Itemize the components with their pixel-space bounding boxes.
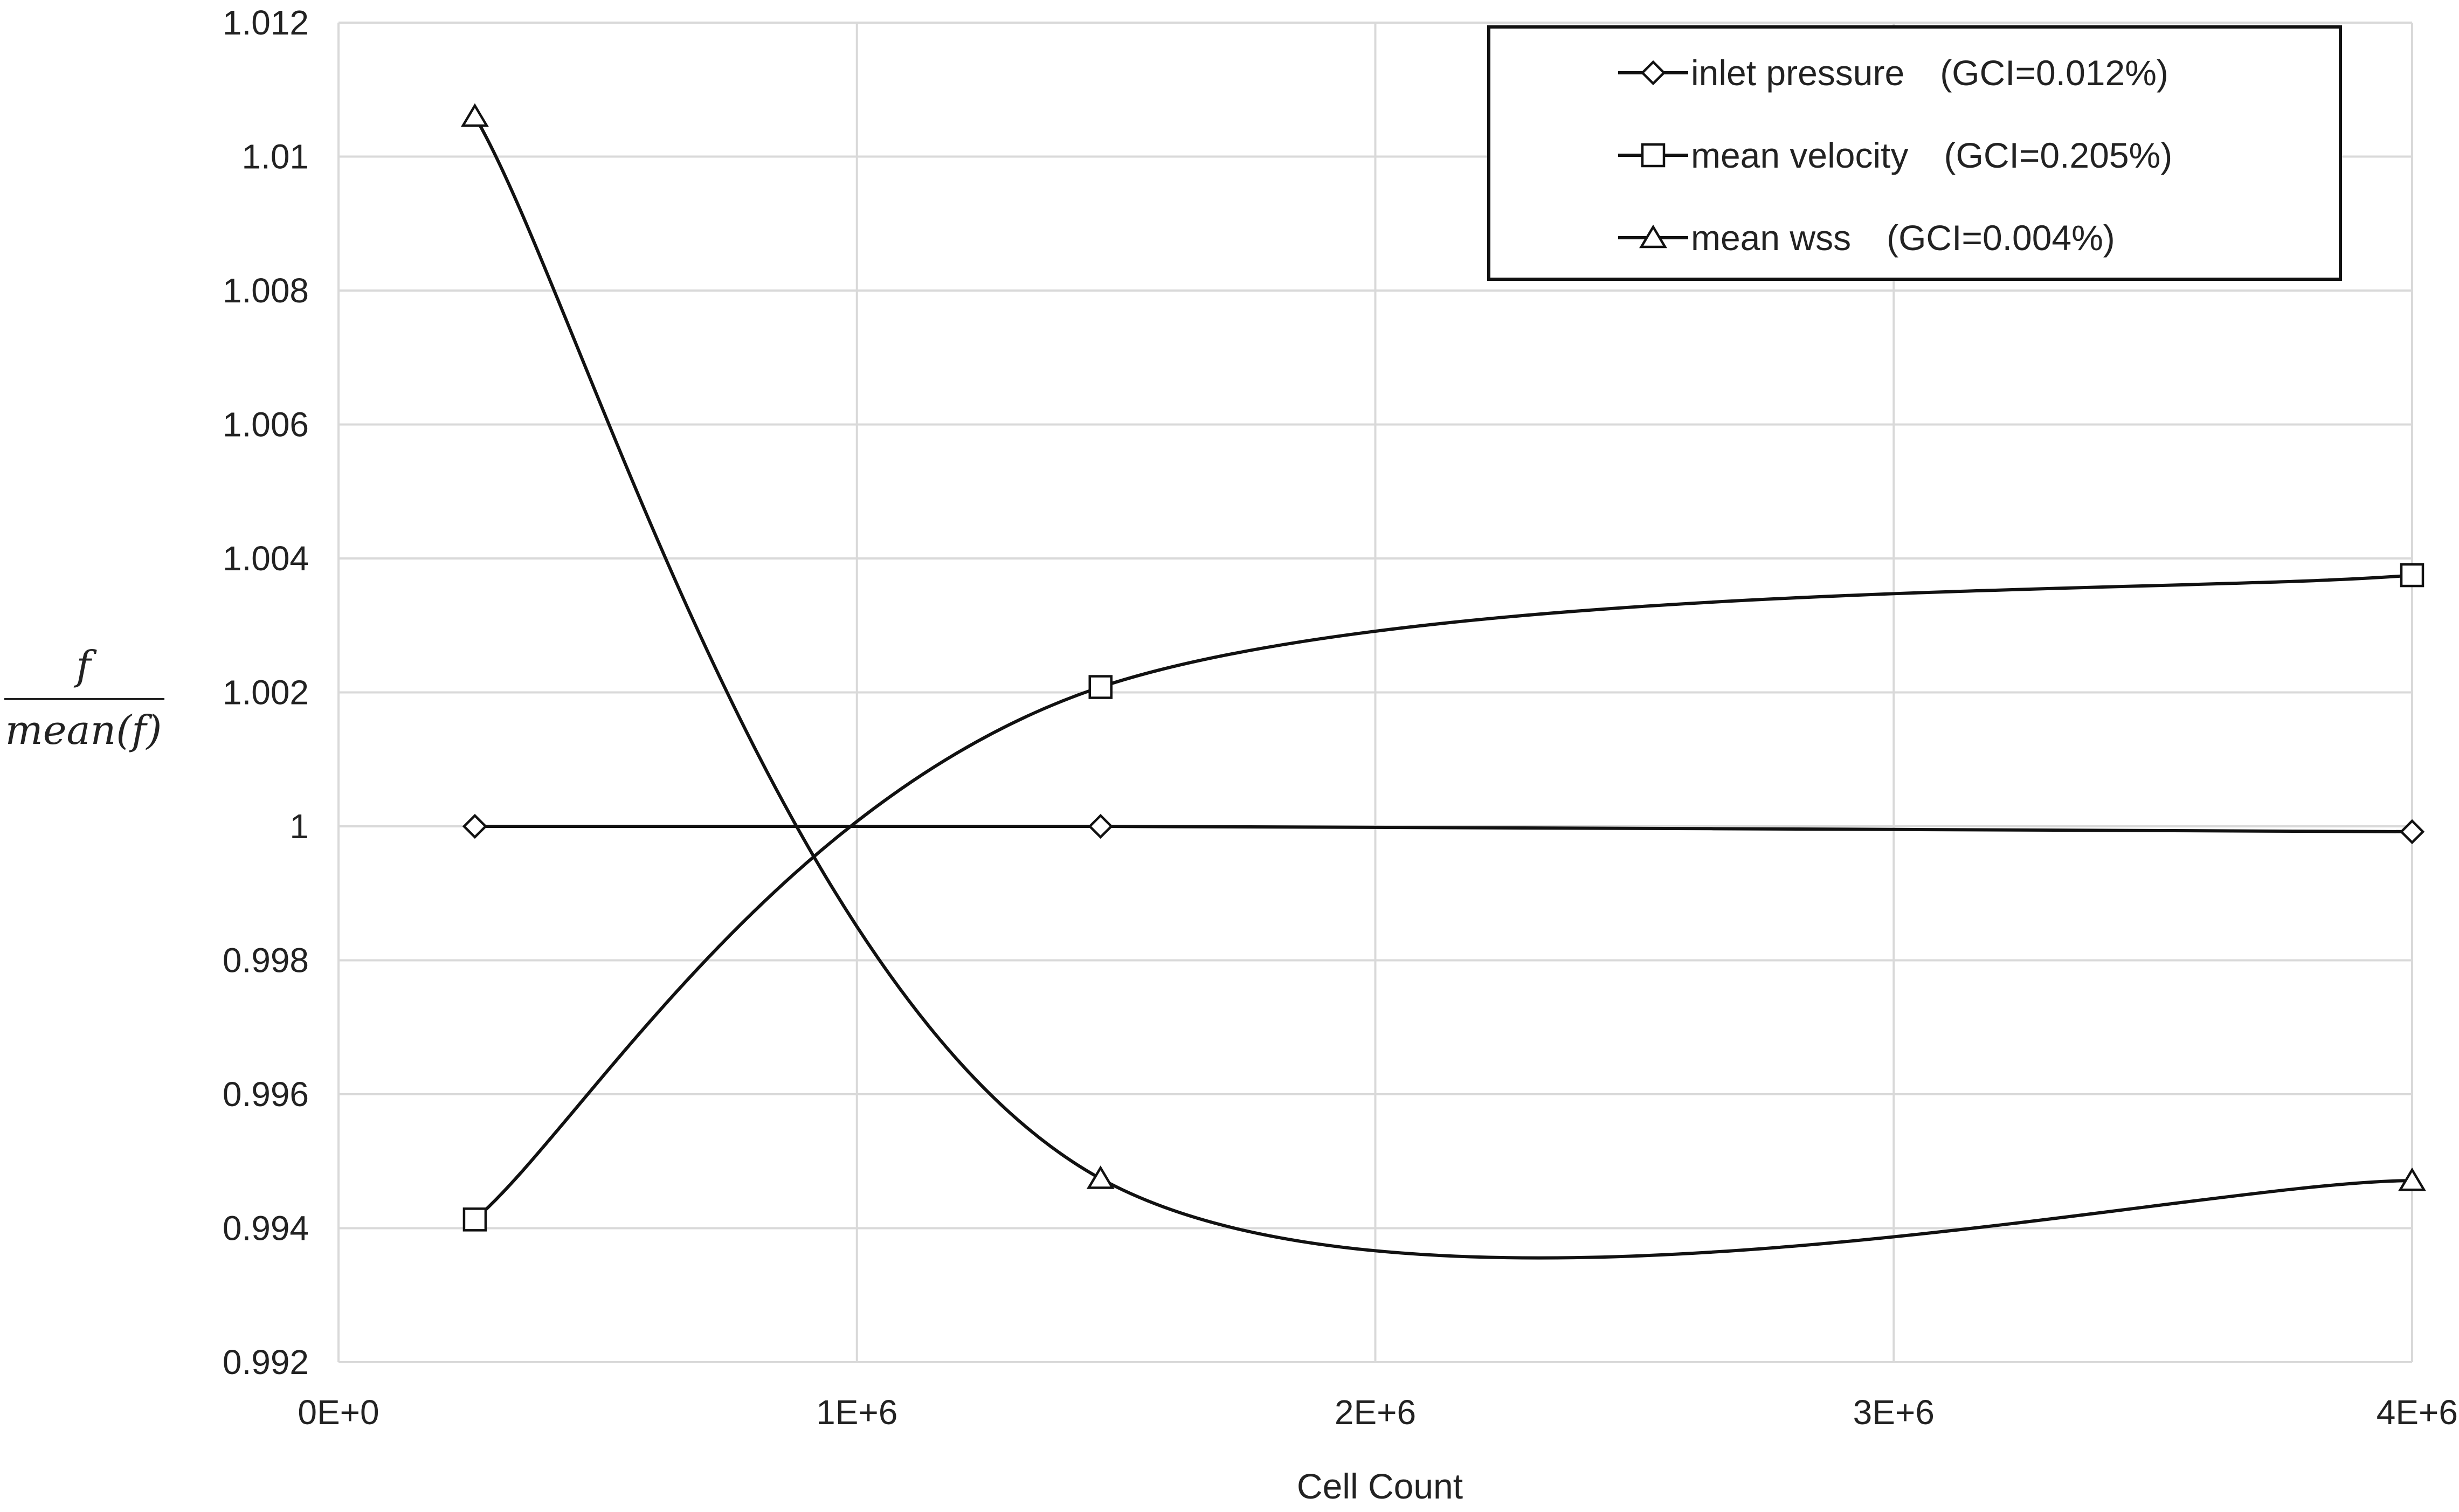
data-point — [1088, 813, 1113, 839]
series-triangle — [460, 103, 2426, 1260]
data-point — [1088, 675, 1113, 699]
legend: inlet pressure (GCI=0.012%) mean velocity… — [1487, 25, 2342, 281]
x-tick-label: 0E+0 — [298, 1393, 379, 1432]
y-tick-label: 1.002 — [223, 673, 309, 712]
y-tick-label: 0.996 — [223, 1075, 309, 1114]
legend-marker — [1641, 143, 1666, 168]
data-point — [2400, 563, 2425, 588]
y-axis-title-numerator: f — [73, 643, 97, 689]
series-line — [473, 115, 2413, 1260]
legend-label: mean wss (GCI=0.004%) — [1691, 218, 2115, 258]
x-tick-label: 1E+6 — [816, 1393, 897, 1432]
series-line — [474, 824, 2413, 833]
legend-marker — [1640, 60, 1666, 86]
x-tick-label: 2E+6 — [1335, 1393, 1416, 1432]
legend-entry: mean velocity (GCI=0.205%) — [1618, 135, 2172, 175]
y-tick-label: 0.994 — [223, 1209, 309, 1248]
legend-marker — [1639, 224, 1667, 248]
y-tick-label: 0.998 — [223, 941, 309, 980]
x-tick-label: 4E+6 — [2377, 1393, 2458, 1432]
data-point — [2398, 1167, 2426, 1191]
y-axis-title: f mean(f) — [4, 643, 164, 754]
legend-label: mean velocity (GCI=0.205%) — [1691, 135, 2172, 175]
y-tick-label: 1.006 — [223, 405, 309, 444]
legend-label: inlet pressure (GCI=0.012%) — [1691, 53, 2168, 93]
x-axis-title: Cell Count — [1297, 1466, 1463, 1506]
legend-entry: inlet pressure (GCI=0.012%) — [1618, 53, 2168, 93]
y-tick-label: 1.004 — [223, 539, 309, 578]
data-point — [460, 103, 489, 127]
data-point — [462, 1207, 487, 1232]
y-tick-label: 1 — [289, 807, 309, 846]
series-diamond — [462, 813, 2425, 845]
series-square — [462, 563, 2425, 1232]
y-tick-label: 0.992 — [223, 1343, 309, 1382]
legend-entry: mean wss (GCI=0.004%) — [1618, 218, 2115, 258]
series-line — [473, 574, 2413, 1221]
data-point — [462, 813, 488, 839]
y-tick-label: 1.008 — [223, 271, 309, 310]
y-axis-title-denominator: mean(f) — [5, 707, 162, 754]
x-axis-tick-labels: 0E+0 1E+6 2E+6 3E+6 4E+6 — [298, 1393, 2458, 1432]
y-tick-label: 1.012 — [223, 3, 309, 42]
y-tick-label: 1.01 — [241, 137, 309, 176]
x-tick-label: 3E+6 — [1853, 1393, 1935, 1432]
data-point — [2399, 819, 2425, 845]
plot-series — [460, 103, 2426, 1260]
data-point — [1086, 1165, 1115, 1189]
y-axis-tick-labels: 0.992 0.994 0.996 0.998 1 1.002 1.004 1.006 1.00… — [223, 3, 309, 1382]
